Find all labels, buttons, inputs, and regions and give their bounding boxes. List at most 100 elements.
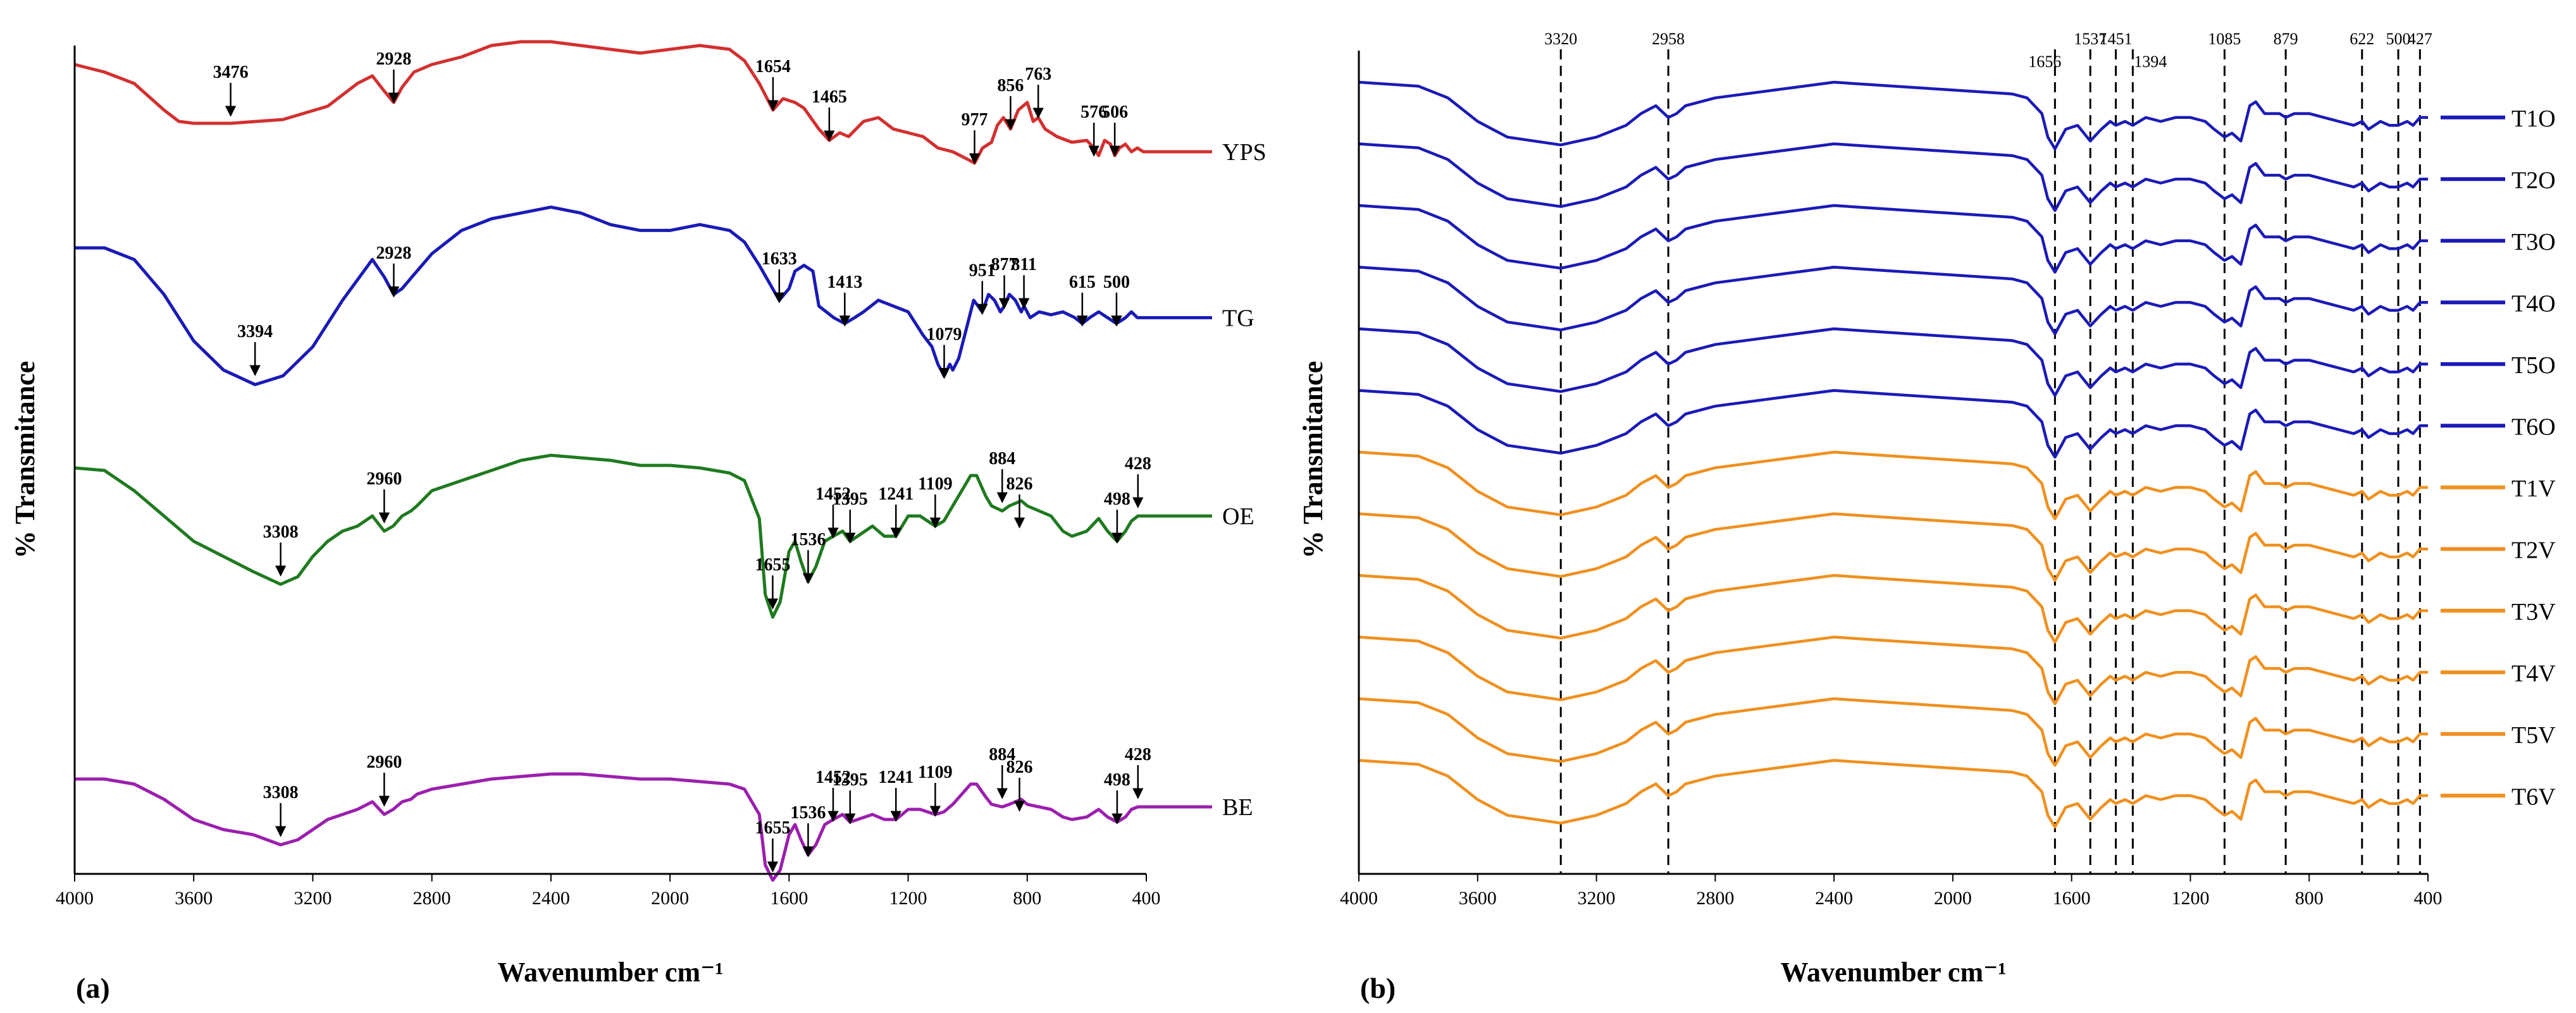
panel-a-x-axis-label: Wavenumber cm⁻¹ (497, 957, 723, 988)
series-line-t4v (1358, 635, 2428, 706)
peak-label: 500 (1103, 273, 1130, 292)
panel-a-legend: YPS TG OE BE (1146, 139, 1266, 821)
panel-a-tick-label: 800 (1013, 888, 1041, 909)
panel-a-tick-label: 2000 (651, 888, 689, 909)
peak-label: 1413 (827, 273, 862, 292)
legend-label-t3v: T3V (2511, 599, 2556, 625)
series-line-be (75, 772, 1146, 882)
reference-line-label: 1085 (2208, 30, 2241, 48)
peak-label: 826 (1006, 474, 1033, 494)
peak-label: 1395 (833, 770, 868, 790)
series-line-t2o (1358, 142, 2428, 212)
panel-b-x-axis-label: Wavenumber cm⁻¹ (1780, 957, 2006, 988)
peak-label: 3308 (263, 783, 299, 802)
peak-label: 1109 (918, 763, 952, 782)
peak-label: 811 (1011, 255, 1036, 274)
legend-label-t4v: T4V (2511, 660, 2556, 687)
legend-label-t1o: T1O (2511, 106, 2556, 132)
peak-label: 3394 (237, 322, 273, 341)
legend-label-t2v: T2V (2511, 537, 2556, 563)
panel-b-series-group (1358, 80, 2428, 829)
peak-label: 1395 (833, 489, 868, 509)
series-line-t5v (1358, 697, 2428, 767)
peak-label: 3476 (213, 63, 249, 82)
series-line-tg (75, 206, 1146, 386)
panel-a-tick-label: 4000 (56, 888, 94, 909)
reference-line-label: 1537 (2074, 30, 2107, 48)
peak-label: 1079 (926, 325, 962, 345)
peak-label: 856 (997, 76, 1024, 95)
series-line-t5o (1358, 327, 2428, 397)
peak-label: 1241 (878, 768, 913, 787)
reference-line-label: 1656 (2028, 52, 2061, 71)
panel-a-tick-label: 1200 (889, 888, 927, 909)
reference-line-label: 1394 (2134, 52, 2167, 71)
panel-a-tick-label: 3600 (175, 888, 213, 909)
peak-label: 1655 (755, 818, 790, 838)
peak-label: 2928 (376, 243, 411, 263)
reference-line-label: 427 (2408, 30, 2432, 48)
legend-label-t2o: T2O (2511, 167, 2556, 193)
panel-a-tick-label: 1600 (770, 888, 808, 909)
peak-label: 877 (991, 255, 1018, 274)
reference-line-label: 622 (2350, 30, 2374, 48)
legend-label-t4o: T4O (2511, 290, 2556, 317)
peak-label: 498 (1104, 770, 1130, 790)
panel-a-chart: 4000 3600 3200 2800 2400 2000 1600 1200 800 400 3… (9, 40, 1266, 1004)
peak-label: 1633 (762, 249, 797, 269)
panel-b-label: (b) (1360, 972, 1396, 1004)
legend-label-t6v: T6V (2511, 783, 2556, 810)
peak-label: 2960 (366, 752, 402, 772)
peak-label: 1452 (815, 768, 851, 787)
legend-label-t6o: T6O (2511, 414, 2556, 440)
legend-label-yps: YPS (1222, 139, 1266, 166)
legend-label-t5o: T5O (2511, 352, 2556, 379)
panel-b-tick-label: 800 (2295, 888, 2324, 909)
legend-label-t1v: T1V (2511, 476, 2556, 502)
peak-label: 1452 (815, 484, 851, 504)
series-line-t4o (1358, 266, 2428, 336)
peak-label: 884 (989, 745, 1015, 764)
peak-label: 3308 (263, 522, 299, 542)
panel-b-tick-label: 400 (2414, 888, 2443, 909)
reference-line-label: 879 (2274, 30, 2298, 48)
reference-line-label: 500 (2386, 30, 2411, 48)
peak-label: 615 (1069, 273, 1096, 292)
peak-label: 2928 (376, 49, 411, 69)
panel-a-y-axis-label: % Transmitance (9, 361, 40, 558)
panel-a-tick-label: 400 (1132, 888, 1161, 909)
peak-label: 1465 (812, 87, 847, 107)
legend-label-t5v: T5V (2511, 722, 2556, 749)
peak-label: 506 (1101, 102, 1128, 122)
legend-label-oe: OE (1222, 503, 1254, 530)
series-line-t1v (1358, 450, 2428, 520)
legend-label-tg: TG (1222, 305, 1254, 331)
panel-a-tick-label: 2400 (532, 888, 570, 909)
peak-label: 826 (1006, 758, 1033, 777)
panel-b-tick-label: 1600 (2053, 888, 2091, 909)
reference-line-label: 2958 (1652, 30, 1685, 48)
series-line-oe (74, 453, 1146, 619)
panel-a-label: (a) (76, 972, 110, 1004)
panel-b-tick-label: 2000 (1934, 888, 1972, 909)
panel-b-legend: T1O T2O T3O T4O T5O T6O T1V T2V T3V T4V T5V T6V (2441, 106, 2556, 810)
legend-label-be: BE (1222, 794, 1253, 821)
panel-b-x-ticks: 4000 3600 3200 2800 2400 2000 1600 1200 800 400 (1340, 874, 2443, 909)
peak-label: 2960 (366, 469, 402, 489)
panel-a-tick-label: 3200 (294, 888, 331, 909)
series-line-t6v (1358, 759, 2428, 829)
series-line-t6o (1358, 389, 2428, 459)
peak-label: 1536 (790, 803, 826, 823)
series-line-t2v (1358, 512, 2428, 582)
peak-label: 763 (1025, 64, 1051, 84)
peak-label: 884 (989, 449, 1015, 469)
series-line-t1o (1358, 80, 2428, 150)
panel-a-tick-label: 2800 (413, 888, 451, 909)
peak-label: 951 (969, 261, 996, 280)
panel-b-tick-label: 1200 (2171, 888, 2209, 909)
peak-label: 1655 (755, 555, 790, 575)
peak-label: 977 (961, 110, 988, 130)
